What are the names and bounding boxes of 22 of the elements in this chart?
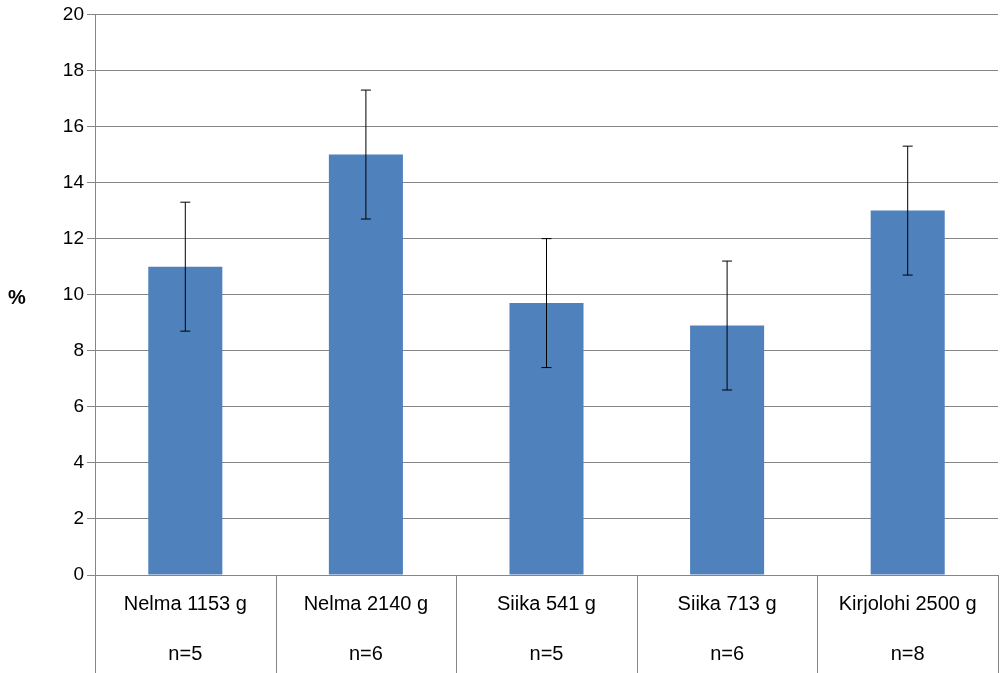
bar [690,325,765,575]
y-tick-label: 20 [62,2,84,24]
y-tick-label: 14 [62,170,85,192]
y-tick-label: 4 [73,451,85,473]
bar [870,210,945,575]
y-tick-label: 6 [73,395,84,417]
category-label: Nelma 1153 g n=5 [123,591,247,664]
y-tick-label: 2 [73,507,84,529]
bar [148,266,223,575]
category-label: Nelma 2140 g n=6 [303,591,429,664]
y-tick-label: 8 [73,338,84,360]
category-label: Siika 713 g n=6 [677,591,777,664]
bar [328,154,403,575]
y-tick-label: 10 [62,282,84,304]
y-tick-label: 0 [73,563,84,585]
category-label: Kirjolohi 2500 g n=8 [838,591,977,664]
bar [509,303,584,575]
category-label: Siika 541 g n=5 [497,591,596,664]
y-tick-label: 18 [62,58,84,80]
y-tick-label: 16 [62,114,84,136]
y-axis-title: % [8,286,26,309]
y-tick-label: 12 [62,226,84,248]
